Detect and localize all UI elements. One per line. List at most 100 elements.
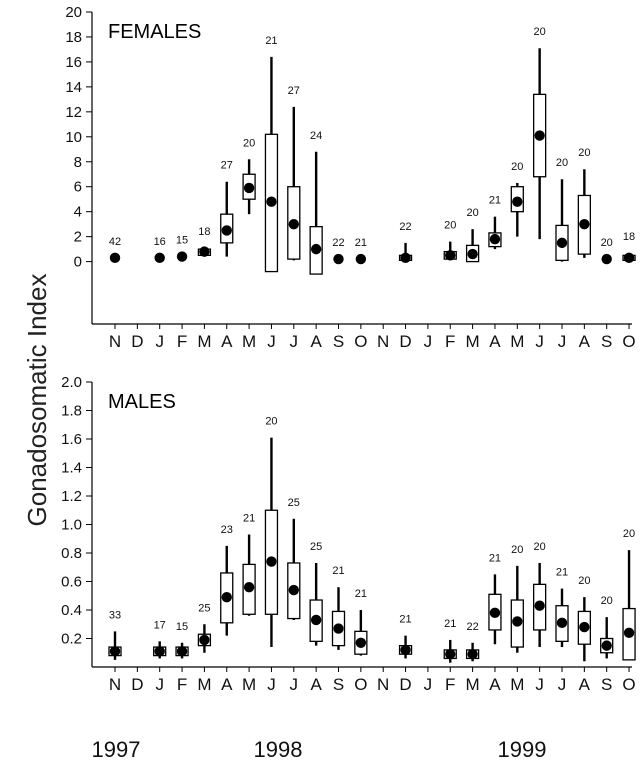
y-tick-label: 18 (65, 29, 82, 46)
median-point (556, 237, 568, 249)
box-plot-group: 22 (398, 221, 413, 264)
sample-size-label: 16 (154, 236, 166, 248)
panel-title: MALES (108, 391, 176, 413)
median-point (109, 252, 121, 264)
x-tick-label: A (579, 675, 591, 694)
x-tick-label: D (399, 675, 411, 694)
median-point (489, 607, 501, 619)
x-tick-label: N (109, 332, 121, 351)
y-tick-label: 1.0 (61, 517, 82, 534)
box-plot-group: 20 (443, 220, 457, 261)
x-tick-label: O (354, 332, 367, 351)
sample-size-label: 25 (288, 497, 300, 509)
median-point (355, 637, 367, 648)
median-point (288, 218, 299, 230)
sample-size-label: 21 (265, 35, 277, 47)
box-plot-group: 20 (533, 26, 547, 240)
sample-size-label: 24 (310, 130, 322, 142)
box-plot-group: 21 (331, 565, 346, 650)
box-plot-group: 25 (309, 541, 323, 646)
x-tick-label: J (424, 675, 433, 694)
median-point (601, 253, 612, 265)
median-point (288, 584, 299, 596)
y-tick-label: 0.2 (61, 631, 82, 648)
sample-size-label: 21 (332, 565, 344, 577)
sample-size-label: 22 (466, 621, 478, 633)
sample-size-label: 27 (288, 85, 300, 97)
box-plot-group: 33 (108, 609, 122, 660)
median-point (579, 218, 590, 230)
median-point (221, 225, 232, 236)
box-plot-group: 21 (488, 195, 502, 250)
box-plot-group: 25 (287, 497, 301, 620)
panel-title: FEMALES (108, 21, 201, 43)
sample-size-label: 20 (601, 237, 613, 249)
x-tick-label: S (601, 332, 612, 351)
box-plot-group: 15 (175, 621, 189, 659)
x-tick-label: J (558, 675, 567, 694)
median-point (266, 556, 277, 567)
x-tick-label: A (310, 332, 322, 351)
x-tick-label: A (489, 332, 501, 351)
x-tick-label: M (466, 332, 480, 351)
box-plot-group: 20 (577, 575, 591, 662)
box-plot-group: 22 (465, 621, 480, 662)
median-point (355, 253, 367, 265)
box-plot-group: 18 (622, 231, 636, 264)
box-plot-group: 18 (197, 226, 212, 257)
sample-size-label: 15 (176, 235, 188, 247)
median-point (310, 243, 322, 255)
box-plot-group: 20 (600, 595, 614, 659)
x-tick-label: M (242, 332, 256, 351)
median-point (221, 591, 232, 603)
year-label-1998: 1998 (254, 737, 303, 762)
x-tick-label: S (601, 675, 612, 694)
x-tick-label: A (221, 675, 233, 694)
x-tick-label: F (445, 675, 455, 694)
box-plot-group: 21 (488, 552, 502, 645)
x-tick-label: A (579, 332, 591, 351)
box-plot-group: 20 (242, 137, 256, 215)
box-plot-group: 20 (465, 207, 480, 263)
box-plot-group: 21 (443, 618, 457, 663)
y-tick-label: 1.4 (61, 460, 82, 477)
x-tick-label: J (155, 332, 164, 351)
y-tick-label: 2.0 (61, 374, 82, 391)
box-plot-group: 20 (622, 528, 636, 661)
box-plot-group: 42 (109, 236, 121, 264)
sample-size-label: 21 (355, 237, 367, 249)
y-tick-label: 14 (65, 79, 82, 96)
year-label-1999: 1999 (498, 737, 547, 762)
sample-size-label: 21 (444, 618, 456, 630)
year-label-1997: 1997 (92, 737, 141, 762)
box-plot-group: 25 (197, 602, 212, 653)
y-tick-label: 1.2 (61, 488, 82, 505)
sample-size-label: 20 (623, 528, 635, 540)
box-plot-group: 20 (510, 544, 524, 653)
x-tick-label: J (424, 332, 433, 351)
x-tick-label: N (377, 332, 389, 351)
x-tick-label: F (177, 332, 187, 351)
x-tick-label: F (177, 675, 187, 694)
box-plot-group: 21 (242, 512, 256, 616)
sample-size-label: 21 (556, 567, 568, 579)
sample-size-label: 20 (243, 137, 255, 149)
median-point (623, 627, 635, 638)
sample-size-label: 18 (198, 226, 210, 238)
x-tick-label: J (290, 332, 299, 351)
y-tick-label: 1.8 (61, 403, 82, 420)
sample-size-label: 20 (578, 575, 590, 587)
y-tick-label: 4 (74, 204, 82, 221)
median-point (400, 252, 411, 264)
median-point (467, 248, 478, 260)
box-plot-group: 24 (309, 130, 323, 275)
y-tick-label: 20 (65, 4, 82, 21)
sample-size-label: 21 (489, 552, 501, 564)
x-tick-label: J (290, 675, 299, 694)
box-plot-group: 17 (153, 619, 167, 659)
median-point (243, 182, 255, 194)
x-tick-label: M (197, 332, 211, 351)
x-tick-label: N (109, 675, 121, 694)
sample-size-label: 20 (511, 161, 523, 173)
